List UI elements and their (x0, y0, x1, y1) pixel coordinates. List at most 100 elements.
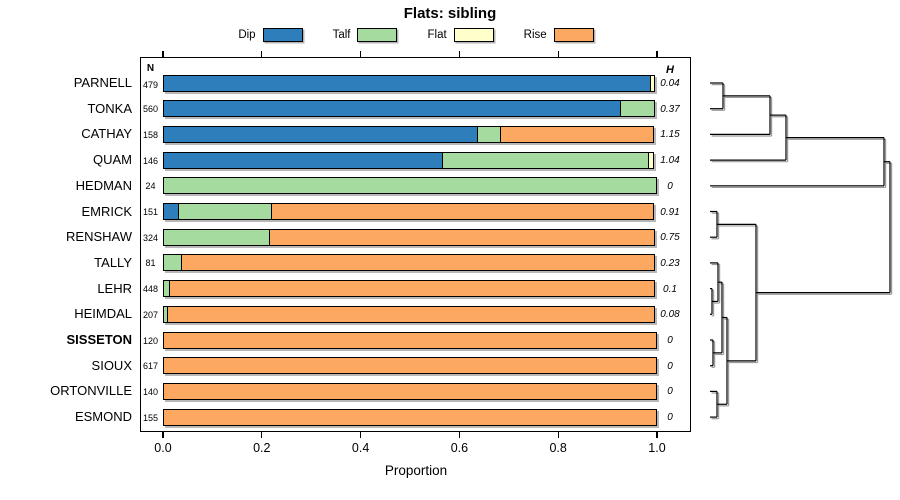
bar-segment-rise (163, 357, 657, 375)
h-value: 0 (667, 335, 673, 346)
row-label-hedman: HEDMAN (75, 177, 132, 193)
n-value: 146 (142, 155, 159, 166)
h-column-header: H (666, 64, 674, 76)
stacked-bar-ortonville (163, 382, 657, 400)
n-value: 617 (142, 361, 159, 372)
bar-segment-talf (476, 125, 502, 143)
stacked-bar-sisseton (163, 331, 657, 349)
legend-label: Talf (332, 29, 351, 41)
bar-segment-rise (163, 382, 657, 400)
n-value: 120 (142, 335, 159, 346)
n-value: 207 (142, 309, 159, 320)
n-value: 560 (142, 104, 159, 115)
row-label-cathay: CATHAY (81, 126, 132, 142)
legend-label: Rise (523, 29, 547, 41)
stacked-bar-tally (163, 254, 656, 272)
n-value: 448 (142, 284, 159, 295)
legend-item-talf: Talf (333, 28, 398, 42)
bar-segment-talf (163, 254, 183, 272)
h-value: 0 (667, 386, 673, 398)
bar-segment-rise (181, 254, 656, 272)
n-value: 24 (145, 181, 156, 192)
bar-segment-talf (441, 151, 650, 169)
x-tick-label: 0.2 (253, 441, 271, 455)
tick-bottom (261, 432, 263, 438)
tick-bottom (458, 432, 460, 438)
tick-top (656, 51, 658, 57)
tick-bottom (557, 432, 559, 438)
tick-top (557, 51, 559, 57)
h-value: 1.15 (660, 129, 680, 141)
h-value: 0.08 (660, 309, 680, 321)
legend-item-rise: Rise (524, 28, 594, 42)
tick-top (162, 51, 164, 57)
bar-segment-dip (163, 74, 653, 92)
stacked-bar-lehr (163, 280, 656, 298)
h-value: 0.91 (660, 206, 680, 218)
bar-segment-dip (163, 125, 479, 143)
bar-segment-talf (619, 100, 656, 118)
h-value: 0.23 (660, 257, 680, 269)
stacked-bar-sioux (163, 357, 657, 375)
stacked-bar-tonka (163, 100, 656, 118)
n-value: 81 (145, 258, 156, 269)
bar-segment-talf (163, 228, 271, 246)
legend-item-dip: Dip (238, 28, 303, 42)
stacked-bar-renshaw (163, 228, 656, 246)
x-tick-label: 1.0 (648, 441, 666, 455)
n-column-header: N (146, 63, 155, 74)
tick-bottom (162, 432, 164, 438)
plot-frame (140, 57, 691, 432)
legend-swatch-talf (357, 28, 398, 42)
row-label-lehr: LEHR (97, 280, 132, 296)
n-value: 151 (142, 207, 159, 217)
legend-swatch-rise (553, 28, 594, 42)
n-value: 155 (142, 412, 159, 423)
n-value: 140 (142, 386, 159, 397)
bar-segment-rise (163, 408, 657, 426)
row-label-sioux: SIOUX (91, 357, 132, 373)
x-tick-label: 0.6 (450, 441, 469, 455)
bar-segment-flat (650, 74, 656, 92)
tick-bottom (360, 432, 362, 438)
chart-title: Flats: sibling (403, 5, 497, 22)
h-value: 0.1 (663, 283, 677, 295)
row-label-heimdal: HEIMDAL (74, 306, 132, 322)
n-value: 324 (142, 232, 159, 243)
stacked-bar-hedman (163, 177, 657, 195)
x-tick-label: 0.4 (351, 441, 370, 455)
stacked-bar-parnell (163, 74, 656, 92)
legend-swatch-dip (262, 28, 303, 42)
stacked-bar-quam (163, 151, 654, 169)
h-value: 0.37 (660, 103, 680, 115)
bar-segment-talf (178, 203, 274, 220)
stacked-bar-emrick (163, 203, 654, 220)
bar-segment-rise (499, 125, 654, 143)
tick-bottom (656, 432, 658, 438)
row-label-parnell: PARNELL (73, 75, 132, 90)
bar-segment-rise (167, 305, 656, 323)
bar-segment-dip (163, 100, 622, 118)
stacked-bar-heimdal (163, 305, 656, 323)
h-value: 0 (667, 360, 673, 372)
bar-segment-rise (168, 280, 656, 298)
h-value: 0 (667, 180, 673, 192)
h-value: 1.04 (660, 155, 680, 167)
bar-segment-rise (163, 331, 657, 349)
row-label-esmond: ESMOND (74, 409, 132, 425)
row-label-tonka: TONKA (87, 100, 132, 116)
row-label-renshaw: RENSHAW (66, 229, 132, 245)
legend-label: Dip (238, 29, 256, 41)
legend-item-flat: Flat (427, 28, 494, 42)
n-value: 158 (142, 129, 159, 140)
tick-top (261, 51, 263, 57)
h-value: 0 (667, 412, 673, 424)
tick-top (360, 51, 362, 57)
stacked-bar-cathay (163, 125, 654, 143)
legend-label: Flat (427, 29, 447, 41)
stacked-bar-esmond (163, 408, 657, 426)
bar-segment-flat (647, 151, 654, 169)
x-tick-label: 0.0 (154, 441, 172, 455)
row-label-sisseton: SISSETON (66, 332, 132, 347)
h-value: 0.75 (660, 232, 680, 244)
